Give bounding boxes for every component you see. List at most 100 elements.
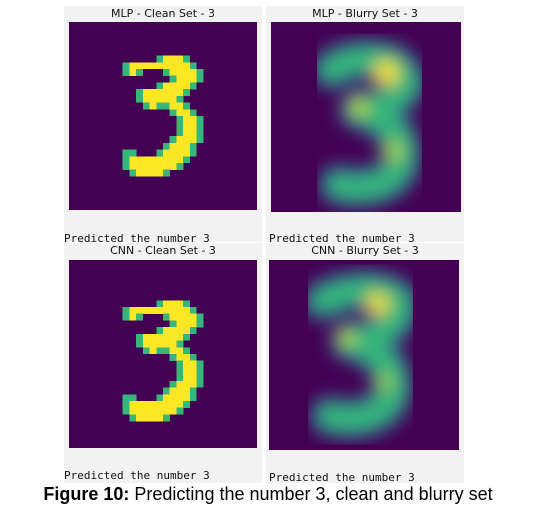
digit-pixel [156,333,164,341]
digit-image-mlp-clean [69,22,257,210]
digit-pixel [122,69,130,76]
digit-pixel [149,89,157,96]
digit-pixel [169,307,177,314]
digit-pixel [163,169,170,177]
digit-pixel [176,142,184,150]
digit-pixel [136,156,143,164]
figure-caption: Figure 10: Predicting the number 3, clea… [0,484,536,505]
digit-pixel [142,407,150,415]
digit-pixel [183,62,190,70]
digit-pixel [136,89,143,96]
digit-pixel [169,55,177,63]
caption-label: Figure 10: [43,484,130,504]
digit-pixel [136,62,143,70]
digit-pixel [163,102,170,110]
digit-pixel [156,62,164,70]
digit-pixel [142,414,150,422]
digit-pixel [176,374,184,381]
digit-pixel [156,414,164,422]
digit-pixel [149,169,157,177]
digit-pixel [176,407,184,415]
digit-pixel [129,394,137,402]
digit-pixel [142,89,150,96]
digit-pixel [183,387,190,395]
digit-pixel [156,401,164,408]
digit-pixel [176,401,184,408]
digit-pixel [136,95,143,103]
digit-pixel [129,307,137,314]
digit-pixel [189,149,197,157]
digit-pixel [183,55,190,63]
digit-pixel [136,333,143,341]
prediction-text: Predicted the number 3 [64,469,210,482]
digit-pixel [156,307,164,314]
digit-pixel [163,307,170,314]
digit-pixel [163,55,170,63]
digit-pixel [183,347,190,355]
digit-pixel [163,142,170,150]
digit-pixel [169,320,177,328]
digit-pixel [189,62,197,70]
digit-pixel [169,75,177,83]
digit-pixel [142,307,150,314]
digit-pixel [183,136,190,143]
digit-pixel [176,62,184,70]
digit-pixel [163,327,170,334]
digit-pixel [169,327,177,334]
digit-pixel [149,347,157,355]
digit-pixel [142,95,150,103]
digit-pixel [189,367,197,375]
digit-pixel [149,62,157,70]
digit-pixel [163,82,170,90]
digit-pixel [156,407,164,415]
digit-pixel [196,75,204,83]
digit-pixel [156,340,164,348]
digit-pixel [169,394,177,402]
digit-image-cnn-blurry [269,260,459,450]
digit-pixel [156,156,164,164]
digit-image-cnn-clean [69,260,257,448]
digit-pixel [189,327,197,334]
digit-pixel [176,340,184,348]
digit-pixel [129,163,137,170]
prediction-text: Predicted the number 3 [269,471,415,484]
digit-pixel [183,307,190,314]
digit-pixel [176,307,184,314]
digit-pixel [169,354,177,361]
digit-pixel [169,69,177,76]
digit-pixel [149,414,157,422]
digit-pixel [189,129,197,137]
prediction-text: Predicted the number 3 [269,232,415,245]
digit-pixel [196,313,204,321]
digit-pixel [136,69,143,76]
digit-pixel [169,340,177,348]
digit-pixel [189,109,197,117]
digit-pixel [176,333,184,341]
digit-pixel [149,333,157,341]
panel-title: MLP - Clean Set - 3 [111,7,215,20]
digit-pixel [122,407,130,415]
digit-pixel [183,156,190,164]
digit-pixel [149,163,157,170]
digit-pixel [156,300,164,308]
digit-pixel [169,387,177,395]
digit-pixel [176,313,184,321]
digit-pixel [149,401,157,408]
digit-pixel [169,82,177,90]
digit-pixel [183,129,190,137]
digit-pixel [196,360,204,368]
digit-pixel [183,300,190,308]
digit-pixel [169,333,177,341]
digit-pixel [156,169,164,177]
digit-pixel [189,307,197,314]
digit-pixel [169,156,177,164]
digit-pixel [142,401,150,408]
digit-pixel [189,374,197,381]
digit-pixel [176,387,184,395]
digit-pixel [183,102,190,110]
digit-pixel [183,142,190,150]
panel-mlp-clean: MLP - Clean Set - 3 Predicted the number… [64,6,262,245]
digit-pixel [136,407,143,415]
digit-pixel [183,333,190,341]
digit-pixel [163,333,170,341]
